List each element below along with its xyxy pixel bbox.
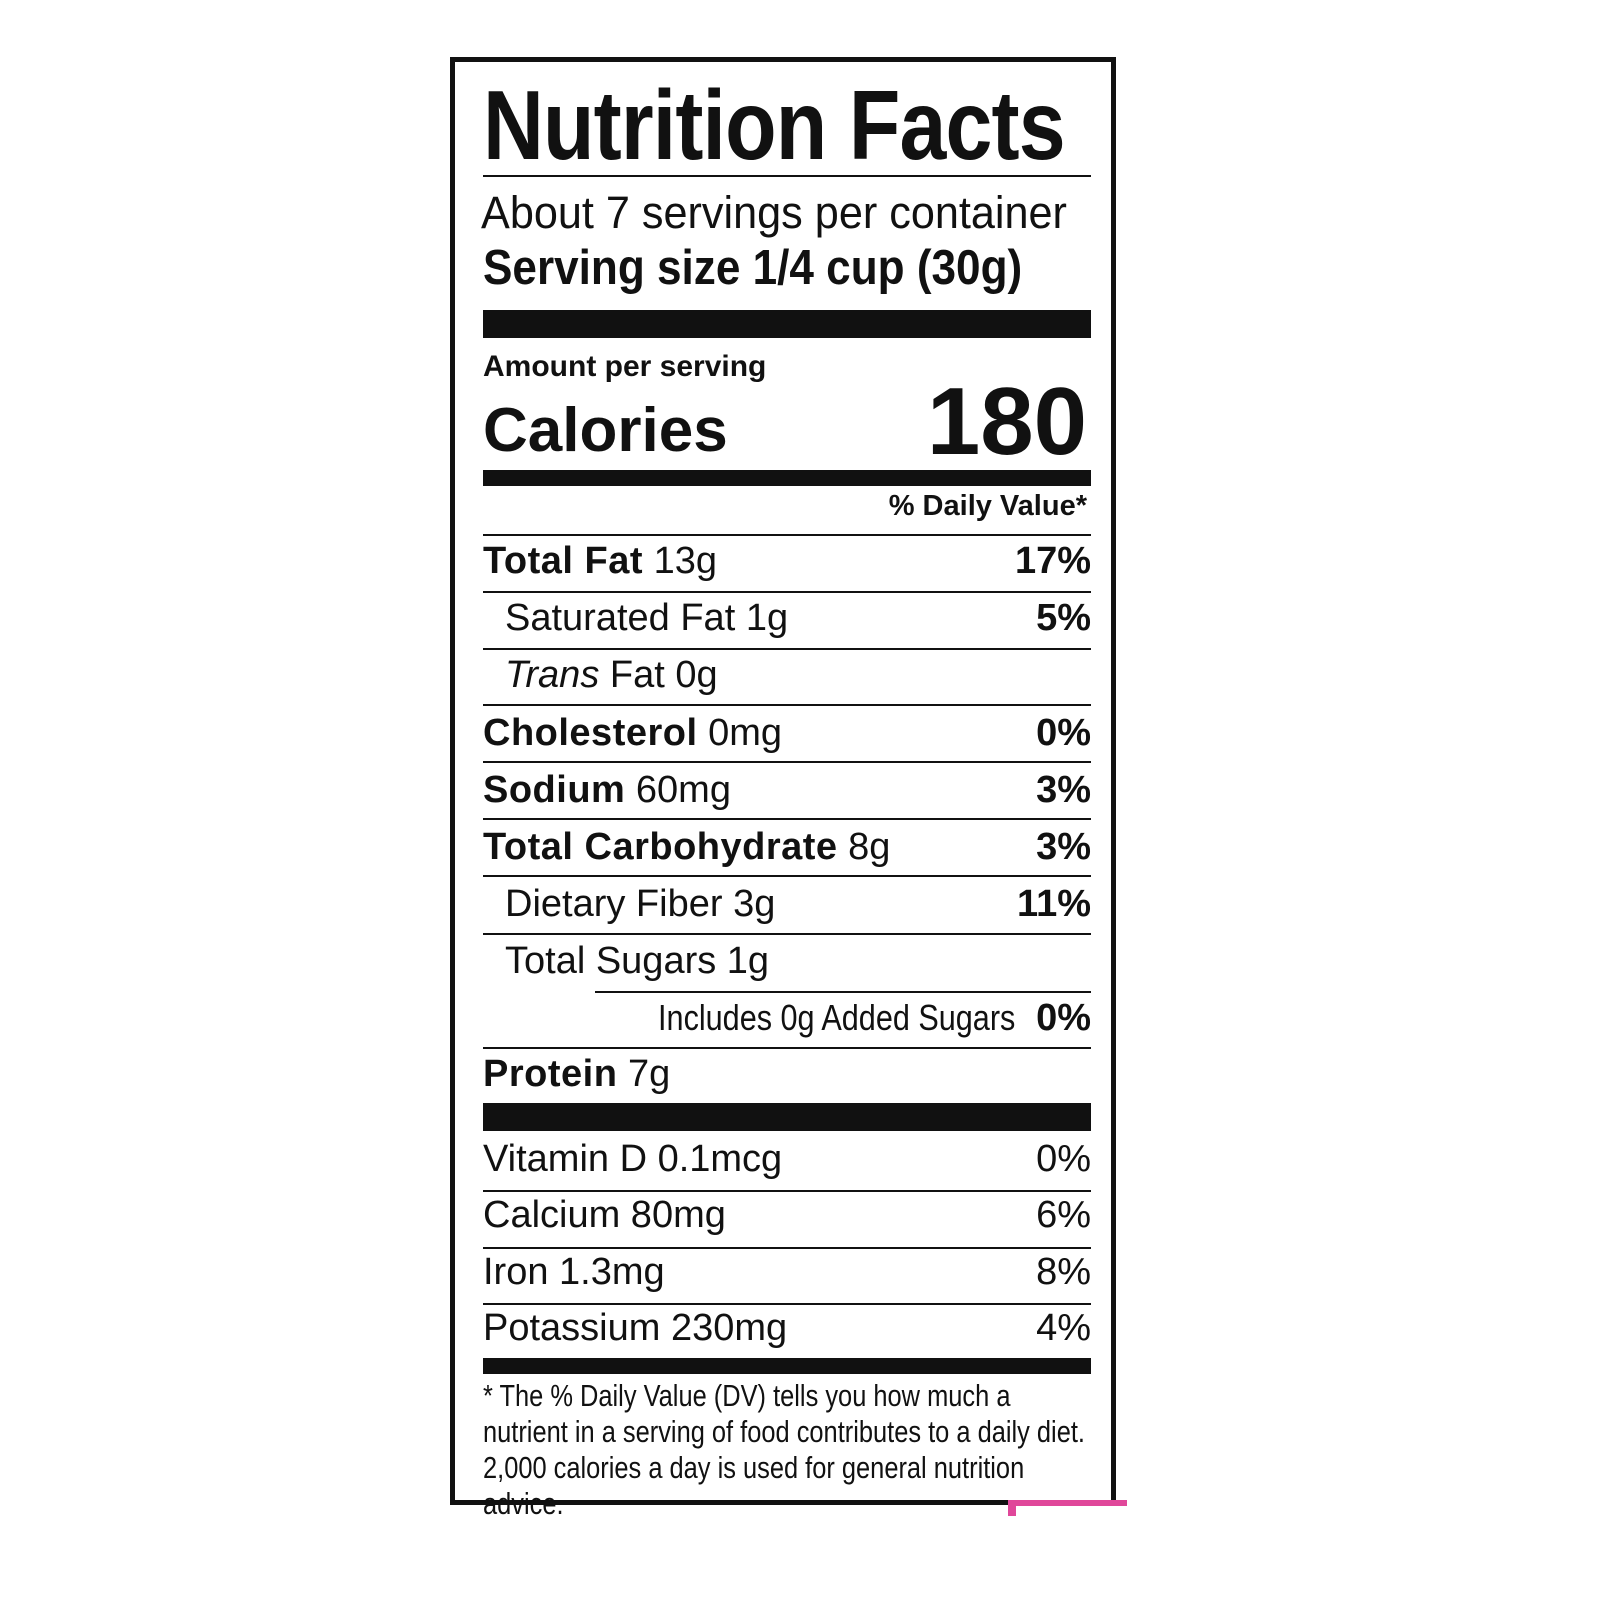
daily-value-header: % Daily Value*	[888, 490, 1087, 522]
vitamin-dv: 8%	[1036, 1251, 1091, 1293]
calories-value: 180	[926, 368, 1087, 475]
nutrient-name: Trans	[505, 654, 600, 696]
divider	[483, 648, 1091, 650]
nutrient-name: Total Fat	[483, 540, 644, 582]
nutrition-facts-label: Nutrition Facts About 7 servings per con…	[450, 57, 1116, 1521]
nutrient-name: Sodium	[483, 769, 626, 811]
amount-per-serving: Amount per serving	[483, 350, 767, 383]
nutrient-dv: 11%	[1017, 883, 1091, 925]
nutrient-name: Total Carbohydrate	[483, 826, 838, 868]
divider	[483, 175, 1091, 177]
nutrient-name: Protein	[483, 1053, 618, 1095]
nutrient-amount: 3g	[733, 883, 776, 925]
nutrient-name: Cholesterol	[483, 712, 698, 754]
nutrient-dv: 0%	[1036, 712, 1091, 754]
divider	[483, 591, 1091, 593]
vitamin-dv: 6%	[1036, 1194, 1091, 1236]
footnote: * The % Daily Value (DV) tells you how m…	[483, 1378, 1085, 1521]
nutrient-amount: 8g	[848, 826, 891, 868]
nutrient-amount: 1g	[745, 597, 789, 639]
nutrient-dv: 5%	[1036, 597, 1091, 639]
label-title: Nutrition Facts	[483, 70, 1066, 180]
divider	[483, 875, 1091, 877]
medium-divider	[483, 1358, 1091, 1374]
divider	[483, 534, 1091, 536]
divider	[483, 761, 1091, 763]
nutrient-name: Saturated Fat	[505, 597, 736, 639]
nutrient-amount: 13g	[653, 540, 717, 582]
vitamin-dv: 0%	[1036, 1138, 1091, 1180]
calories-label: Calories	[483, 396, 728, 465]
nutrient-name-suffix: Fat	[609, 654, 665, 696]
divider	[483, 1190, 1091, 1192]
nutrient-amount: 7g	[627, 1053, 671, 1095]
vitamin-name: Iron 1.3mg	[483, 1251, 665, 1293]
servings-per-container: About 7 servings per container	[481, 187, 1067, 238]
accent-mark	[1008, 1500, 1127, 1506]
accent-mark	[1008, 1500, 1016, 1516]
nutrient-dv: 17%	[1014, 540, 1091, 582]
divider	[595, 991, 1091, 993]
nutrient-name: Total Sugars	[505, 940, 717, 982]
divider	[483, 704, 1091, 706]
vitamin-dv: 4%	[1036, 1307, 1091, 1349]
divider	[483, 1247, 1091, 1249]
vitamin-name: Calcium 80mg	[483, 1194, 726, 1236]
nutrient-dv: 0%	[1036, 997, 1091, 1039]
medium-divider	[483, 470, 1091, 486]
vitamin-name: Potassium 230mg	[483, 1307, 788, 1349]
thick-divider	[483, 310, 1091, 338]
nutrient-dv: 3%	[1036, 826, 1091, 868]
nutrient-amount: 0g	[675, 654, 718, 696]
nutrient-amount: 1g	[726, 940, 770, 982]
nutrient-name: Dietary Fiber	[505, 883, 723, 925]
divider	[483, 818, 1091, 820]
divider	[483, 1303, 1091, 1305]
nutrient-amount: 60mg	[635, 769, 731, 811]
nutrient-dv: 3%	[1036, 769, 1091, 811]
nutrient-amount: 0mg	[708, 712, 783, 754]
thick-divider	[483, 1103, 1091, 1131]
serving-size: Serving size 1/4 cup (30g)	[483, 241, 1023, 295]
vitamin-name: Vitamin D 0.1mcg	[483, 1138, 783, 1180]
nutrient-name: Includes 0g Added Sugars	[657, 997, 1015, 1038]
divider	[483, 933, 1091, 935]
divider	[483, 1047, 1091, 1049]
